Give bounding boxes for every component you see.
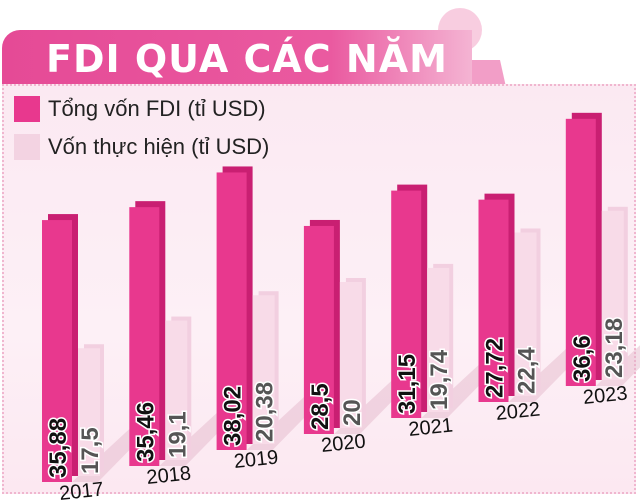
bar-group-2019: 38,02 20,38 2019 (216, 166, 327, 473)
bar-group-2021: 31,15 19,74 2021 (391, 184, 502, 441)
bar-total-fdi (216, 172, 247, 451)
chart-title: FDI QUA CÁC NĂM (46, 37, 448, 81)
value-label-total: 35,88 (45, 418, 72, 478)
year-label: 2022 (495, 398, 542, 425)
year-label: 2018 (146, 462, 193, 489)
bar-group-2017: 35,88 17,5 2017 (42, 214, 152, 500)
title-bar (2, 30, 472, 84)
value-label-total: 31,15 (394, 354, 421, 414)
year-label: 2023 (582, 382, 629, 409)
legend-label: Vốn thực hiện (tỉ USD) (48, 134, 270, 159)
legend-swatch (14, 134, 40, 160)
bar-total-fdi (565, 118, 596, 386)
value-label-realized: 19,74 (426, 349, 453, 410)
bar-realized (165, 320, 188, 460)
bar-group-2022: 27,72 22,4 2022 (478, 193, 589, 425)
bar-realized (252, 295, 275, 444)
bar-total-fdi (303, 225, 334, 434)
bar-total-fdi (391, 190, 422, 418)
value-label-realized: 22,4 (514, 347, 541, 394)
value-label-total: 27,72 (482, 338, 509, 398)
bar-realized (339, 282, 362, 428)
value-label-realized: 20,38 (252, 382, 279, 442)
value-label-realized: 17,5 (77, 427, 104, 474)
value-label-total: 35,46 (132, 402, 159, 462)
bar-realized (514, 232, 537, 396)
year-label: 2017 (58, 478, 105, 500)
value-label-total: 28,5 (307, 383, 334, 430)
value-label-realized: 23,18 (601, 318, 628, 378)
value-label-total: 36,6 (569, 335, 596, 382)
bar-total-fdi (42, 220, 72, 483)
bar-realized (601, 210, 624, 380)
year-label: 2019 (233, 446, 280, 473)
value-label-total: 38,02 (220, 386, 247, 446)
value-label-realized: 19,1 (164, 411, 191, 458)
bar-realized (78, 348, 100, 476)
bar-group-2018: 35,46 19,1 2018 (129, 201, 240, 489)
bar-total-fdi (478, 199, 509, 402)
year-label: 2020 (320, 430, 367, 457)
legend-label: Tổng vốn FDI (tỉ USD) (48, 96, 266, 121)
legend-item-total-fdi: Tổng vốn FDI (tỉ USD) (14, 96, 266, 122)
legend-item-realized: Vốn thực hiện (tỉ USD) (14, 134, 269, 160)
year-label: 2021 (407, 414, 454, 441)
value-label-realized: 20 (339, 399, 366, 426)
bar-realized (427, 267, 450, 412)
bar-total-fdi (129, 207, 160, 466)
legend-swatch (14, 96, 40, 122)
bar-group-2023: 36,6 23,18 2023 (565, 112, 640, 409)
